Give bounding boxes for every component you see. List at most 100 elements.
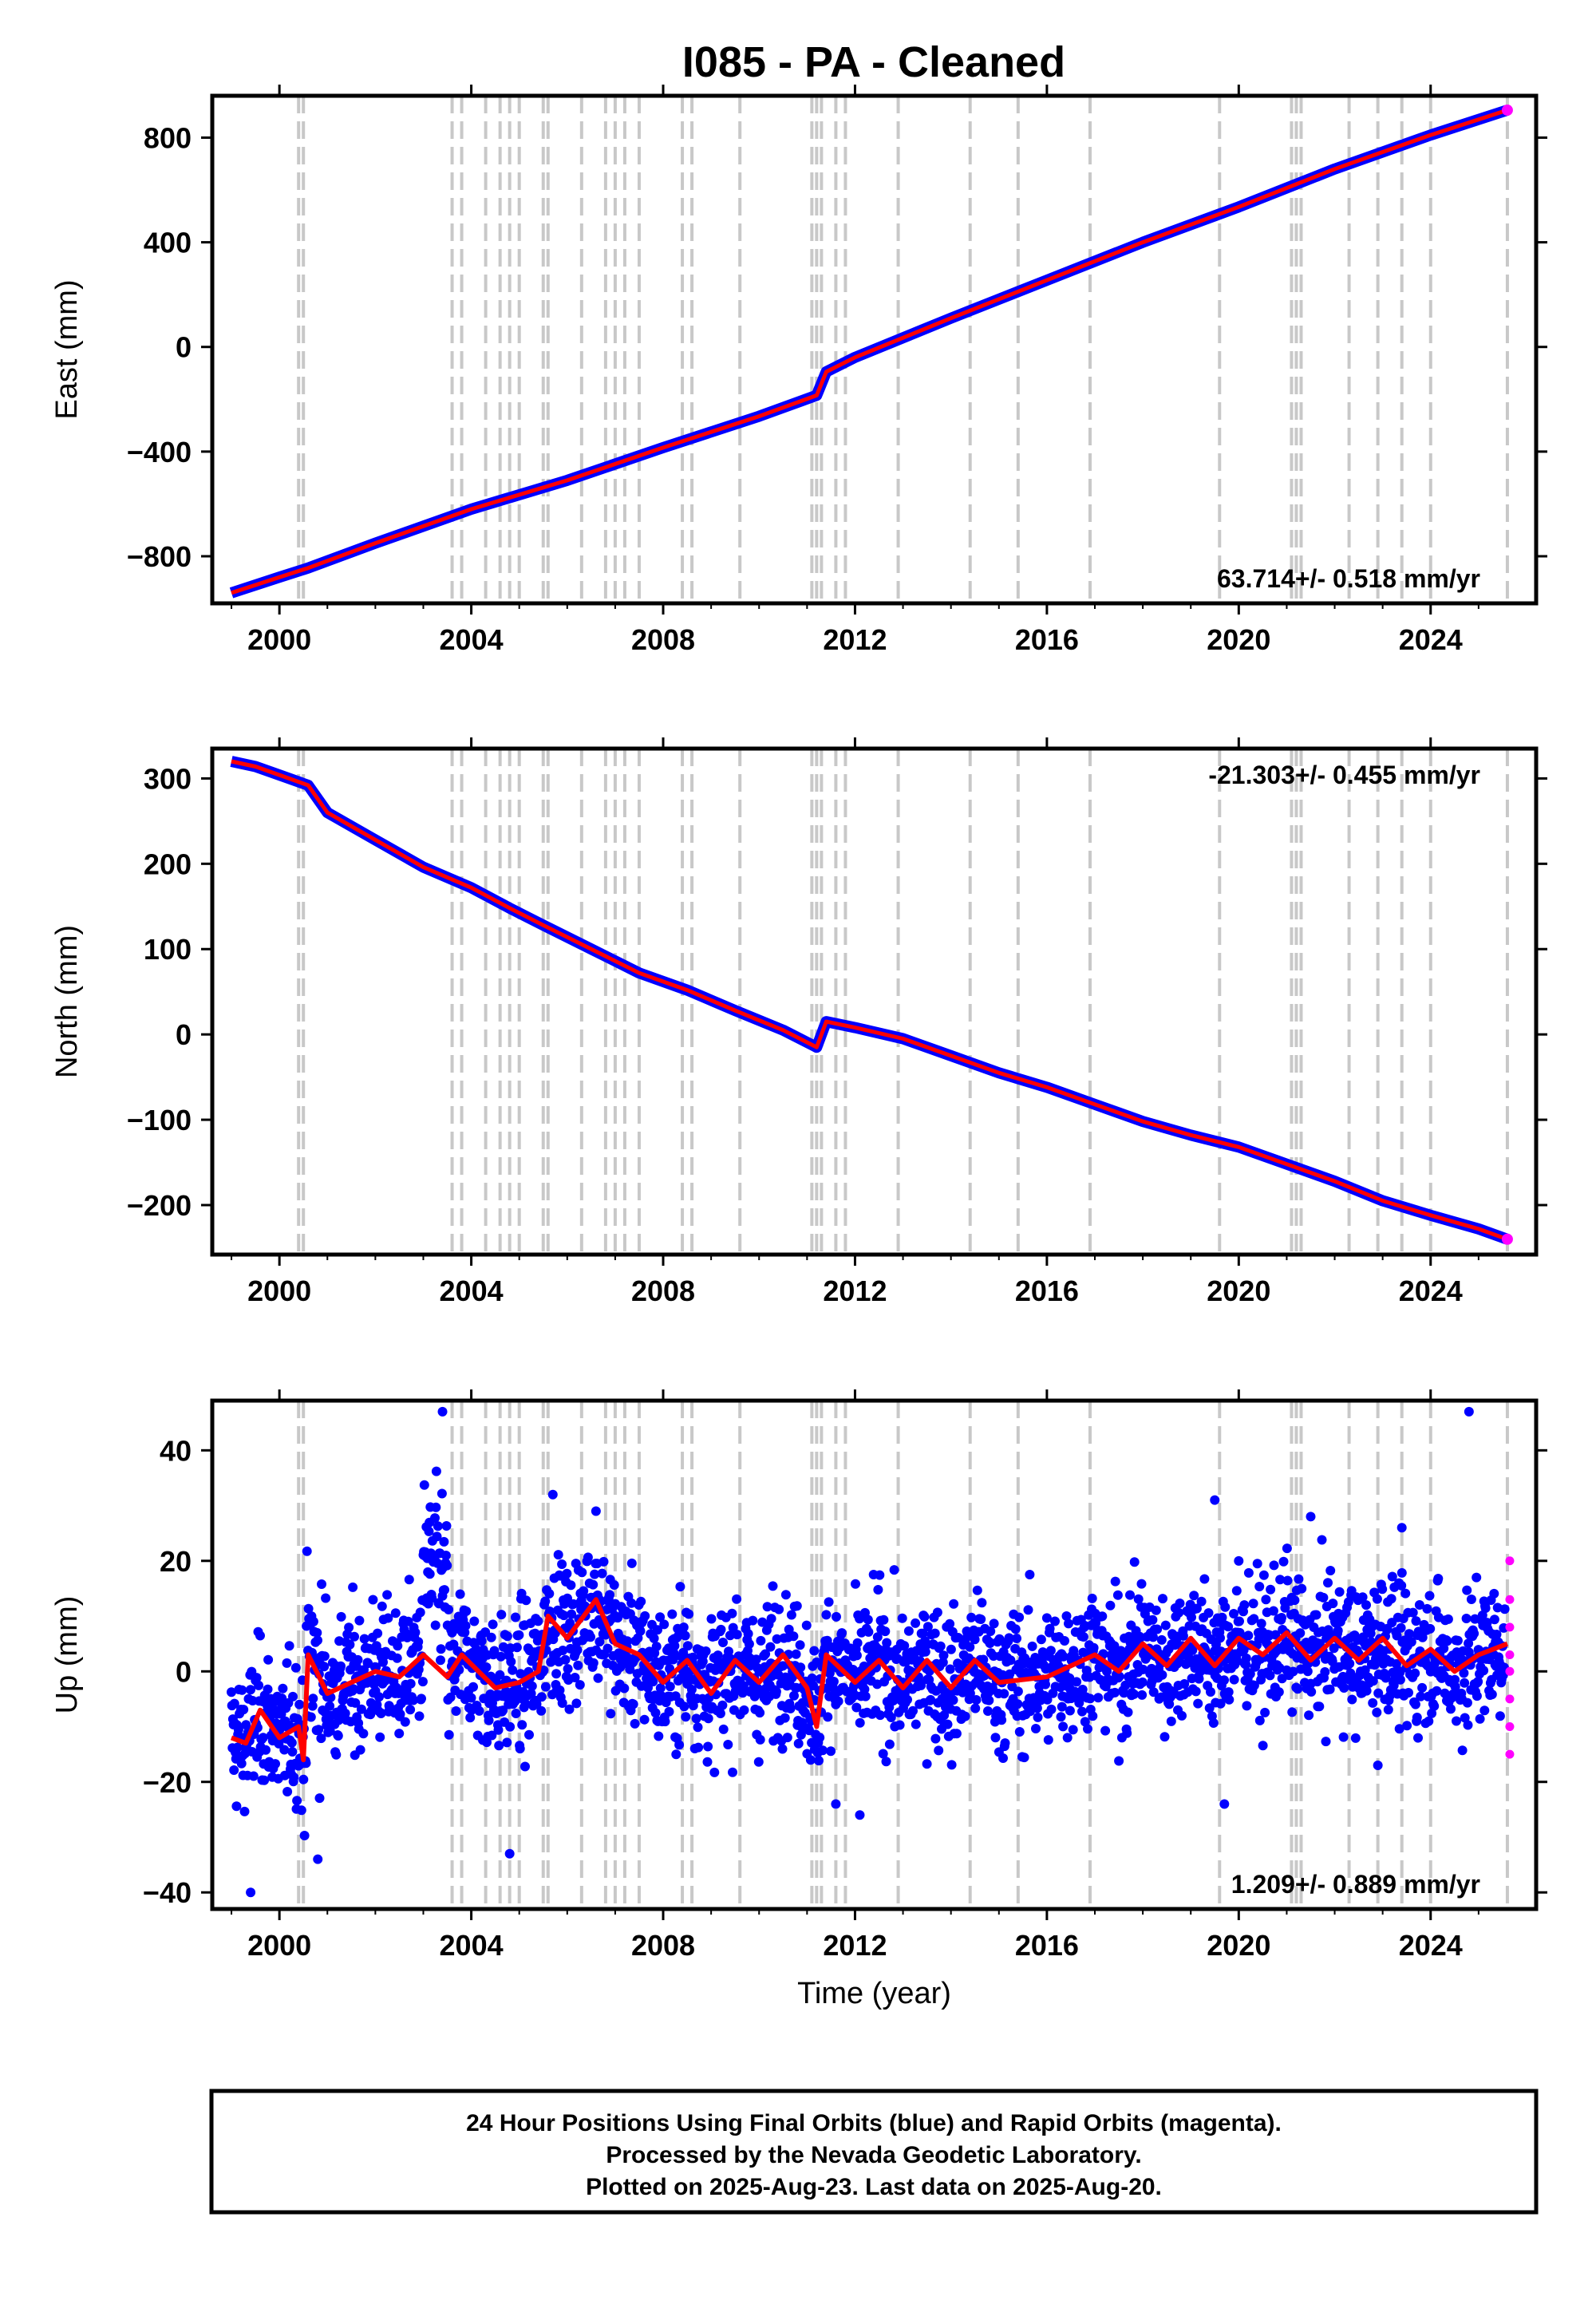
data-point bbox=[1402, 1721, 1412, 1731]
data-point bbox=[586, 1632, 595, 1642]
data-point bbox=[469, 1616, 480, 1626]
data-point bbox=[679, 1701, 689, 1712]
data-point bbox=[774, 1604, 784, 1614]
data-point bbox=[1396, 1580, 1407, 1591]
data-point bbox=[1265, 1670, 1275, 1681]
data-point bbox=[985, 1638, 995, 1648]
data-point bbox=[588, 1579, 598, 1590]
data-point bbox=[444, 1729, 454, 1740]
data-point bbox=[374, 1692, 384, 1702]
x-tick-label: 2024 bbox=[1399, 1929, 1463, 1962]
data-point bbox=[622, 1636, 633, 1646]
data-point bbox=[1042, 1694, 1053, 1705]
data-point bbox=[945, 1618, 955, 1629]
data-point bbox=[440, 1551, 451, 1560]
data-point bbox=[1031, 1724, 1041, 1733]
data-point bbox=[1137, 1690, 1148, 1700]
data-point bbox=[851, 1579, 860, 1589]
outlier-point bbox=[591, 1506, 601, 1516]
data-point bbox=[1383, 1705, 1393, 1715]
data-point bbox=[665, 1682, 675, 1692]
rate-annotation: 63.714+/- 0.518 mm/yr bbox=[1217, 564, 1480, 593]
x-tick-label: 2004 bbox=[440, 1929, 504, 1962]
data-point bbox=[1068, 1725, 1078, 1735]
data-point bbox=[432, 1531, 442, 1542]
data-point bbox=[317, 1579, 326, 1589]
data-point bbox=[512, 1642, 522, 1653]
data-point bbox=[1425, 1623, 1436, 1634]
data-point bbox=[299, 1831, 310, 1840]
data-point bbox=[298, 1774, 309, 1784]
data-point bbox=[1395, 1674, 1405, 1685]
data-point bbox=[536, 1705, 547, 1716]
data-point bbox=[1181, 1659, 1191, 1670]
footer-line-2: Processed by the Nevada Geodetic Laborat… bbox=[606, 2142, 1141, 2168]
data-point bbox=[232, 1742, 243, 1753]
data-point bbox=[494, 1741, 504, 1751]
data-point bbox=[1027, 1641, 1037, 1651]
data-point bbox=[481, 1662, 492, 1672]
data-point bbox=[1125, 1590, 1135, 1600]
data-point bbox=[1424, 1591, 1435, 1601]
data-point bbox=[648, 1677, 658, 1687]
data-point bbox=[1333, 1626, 1343, 1636]
data-point bbox=[517, 1720, 527, 1730]
rapid-point bbox=[1505, 1694, 1515, 1704]
data-point bbox=[1014, 1612, 1025, 1622]
data-point bbox=[1290, 1595, 1300, 1606]
data-point bbox=[1223, 1622, 1234, 1632]
data-point bbox=[1077, 1706, 1087, 1717]
data-point bbox=[678, 1647, 689, 1658]
data-point bbox=[1219, 1675, 1229, 1686]
data-point bbox=[489, 1646, 500, 1656]
data-point bbox=[908, 1705, 918, 1716]
data-point bbox=[815, 1733, 825, 1743]
data-point bbox=[567, 1609, 577, 1619]
outlier-point bbox=[855, 1810, 865, 1820]
data-point bbox=[1012, 1634, 1021, 1643]
data-point bbox=[1274, 1687, 1284, 1697]
data-point bbox=[286, 1737, 297, 1748]
data-point bbox=[445, 1692, 456, 1702]
data-point bbox=[356, 1704, 366, 1714]
data-point bbox=[1424, 1716, 1434, 1726]
data-point bbox=[824, 1597, 834, 1607]
data-point bbox=[1404, 1629, 1415, 1639]
data-point bbox=[793, 1738, 804, 1749]
footer-line-1: 24 Hour Positions Using Final Orbits (bl… bbox=[466, 2110, 1282, 2136]
data-point bbox=[314, 1793, 325, 1804]
data-point bbox=[575, 1680, 585, 1690]
data-point bbox=[1045, 1623, 1055, 1634]
east-panel: 2000 2004 2008 2012 2016 2020 2024 −800 −400 0 400… bbox=[50, 85, 1547, 656]
y-axis-label: North (mm) bbox=[50, 925, 84, 1078]
data-point bbox=[791, 1649, 801, 1659]
data-point bbox=[442, 1560, 452, 1571]
data-point bbox=[1492, 1603, 1503, 1613]
data-point bbox=[1151, 1605, 1161, 1615]
outlier-point bbox=[313, 1854, 323, 1864]
data-point bbox=[1472, 1691, 1482, 1701]
data-point bbox=[998, 1753, 1008, 1763]
data-point bbox=[674, 1740, 685, 1750]
data-point bbox=[723, 1740, 733, 1749]
data-point bbox=[1234, 1555, 1244, 1566]
data-point bbox=[832, 1611, 841, 1622]
data-point bbox=[354, 1615, 365, 1626]
data-point bbox=[938, 1658, 948, 1667]
data-point bbox=[427, 1593, 437, 1603]
data-point bbox=[949, 1599, 959, 1609]
data-point bbox=[350, 1631, 359, 1642]
data-point bbox=[1360, 1665, 1370, 1675]
data-point bbox=[1229, 1609, 1238, 1618]
data-point bbox=[1306, 1686, 1317, 1697]
data-point bbox=[688, 1652, 698, 1662]
data-point bbox=[383, 1613, 393, 1623]
data-point bbox=[312, 1627, 322, 1638]
data-point bbox=[1446, 1704, 1456, 1714]
data-point bbox=[392, 1653, 402, 1663]
data-point bbox=[706, 1614, 717, 1624]
data-point bbox=[1050, 1616, 1060, 1626]
data-point bbox=[559, 1611, 569, 1621]
data-point bbox=[259, 1775, 270, 1785]
data-point bbox=[1148, 1687, 1159, 1697]
